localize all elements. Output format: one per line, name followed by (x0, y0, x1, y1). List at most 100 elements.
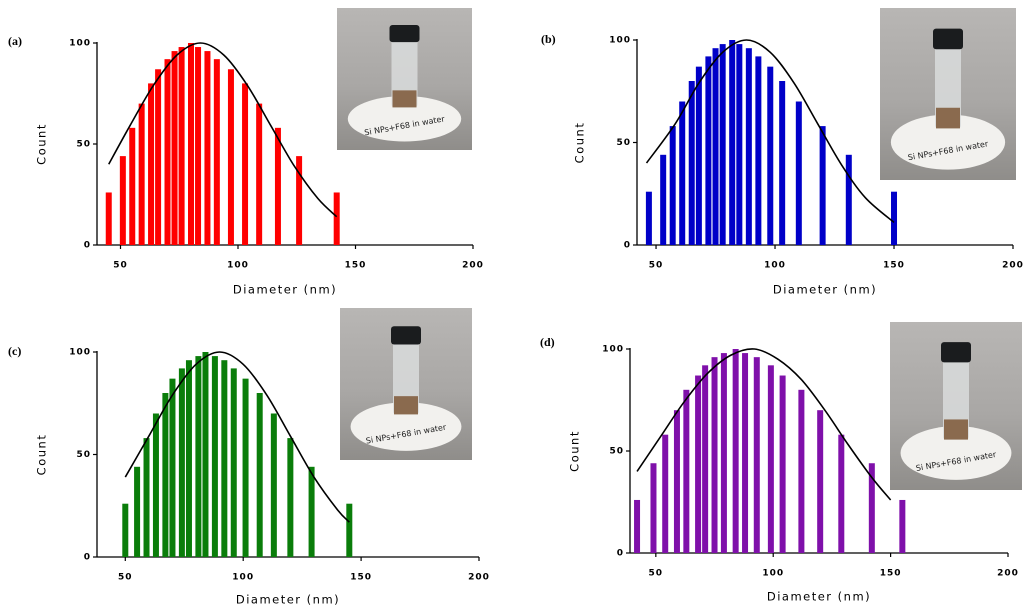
x-tick-label: 100 (227, 261, 249, 271)
bar (178, 47, 185, 245)
photo-cap (933, 28, 963, 50)
bar (138, 103, 145, 245)
y-tick-label: 0 (84, 553, 91, 563)
bar (662, 434, 669, 553)
y-axis-label: Count (573, 122, 587, 164)
y-tick-label: 100 (602, 345, 624, 355)
y-tick-label: 0 (624, 241, 631, 251)
fit-curve (108, 42, 338, 218)
x-tick-label: 50 (118, 573, 133, 583)
bar (650, 463, 657, 553)
bar (745, 48, 752, 246)
bar (346, 503, 353, 557)
bar (767, 365, 774, 553)
bar (162, 393, 169, 557)
fit-curve (645, 39, 895, 224)
bar (779, 375, 786, 553)
bar (242, 378, 249, 557)
bar (891, 191, 898, 245)
bar (660, 154, 667, 245)
bar (188, 43, 194, 245)
photo-vial (393, 338, 419, 415)
panel-label: (b) (541, 32, 556, 46)
y-tick-label: 100 (609, 36, 631, 46)
bar (122, 503, 129, 557)
fit-curve (124, 351, 350, 523)
bar (164, 59, 171, 245)
photo-vial (391, 36, 418, 108)
x-tick-label: 50 (649, 569, 664, 579)
photo-sample (936, 107, 960, 129)
x-tick-label: 100 (232, 573, 254, 583)
x-tick-label: 200 (997, 569, 1019, 579)
x-tick-label: 100 (762, 569, 784, 579)
bar (683, 389, 690, 553)
photo-disc (347, 96, 462, 142)
bar (129, 127, 136, 245)
y-axis-label: Count (35, 123, 49, 165)
bar (705, 56, 712, 246)
bar (202, 352, 209, 557)
bar (673, 410, 680, 553)
bar (211, 356, 218, 557)
x-tick-label: 50 (113, 261, 128, 271)
photo-vial (935, 42, 961, 129)
bar (645, 191, 652, 245)
photo-cap (389, 25, 420, 43)
bar (195, 356, 202, 557)
photo-vial (943, 355, 969, 440)
y-tick-label: 0 (84, 241, 91, 251)
x-tick-label: 150 (883, 261, 905, 271)
bar (148, 83, 155, 246)
bar (634, 499, 641, 553)
bar (712, 48, 719, 246)
bar (798, 389, 805, 553)
bar (256, 393, 263, 557)
bar (227, 69, 234, 245)
y-tick-label: 0 (617, 549, 624, 559)
panel-label: (a) (8, 34, 22, 48)
bar (287, 438, 294, 557)
bar (230, 368, 237, 557)
bar (702, 365, 709, 553)
bar (695, 66, 702, 246)
photo-sample (394, 396, 418, 415)
bar (169, 378, 176, 557)
bar (308, 466, 315, 557)
bar (688, 81, 695, 245)
panel-label: (c) (8, 344, 21, 358)
bar (178, 368, 185, 557)
y-axis-label: Count (568, 430, 582, 472)
bar (171, 51, 178, 245)
x-axis-label: Diameter (nm) (773, 283, 877, 297)
bar (767, 66, 774, 246)
bar (779, 81, 786, 245)
x-tick-label: 150 (880, 569, 902, 579)
bar (711, 357, 718, 553)
fit-curve (636, 348, 892, 501)
photo-sample (392, 90, 417, 108)
bar (695, 375, 702, 553)
bar (753, 357, 760, 553)
bar (119, 156, 126, 245)
bar (256, 103, 263, 245)
x-axis-label: Diameter (nm) (767, 590, 871, 604)
bar (296, 156, 303, 245)
bar (221, 360, 228, 557)
y-tick-label: 50 (76, 140, 91, 150)
photo-disc (900, 426, 1012, 480)
bar (819, 126, 826, 245)
photo-disc (890, 114, 1006, 170)
y-tick-label: 50 (76, 450, 91, 460)
x-tick-label: 150 (350, 573, 372, 583)
y-tick-label: 100 (69, 39, 91, 49)
bar (195, 47, 202, 245)
bar (333, 192, 340, 245)
y-tick-label: 100 (69, 348, 91, 358)
x-tick-label: 50 (649, 261, 664, 271)
photo-cap (391, 326, 421, 345)
